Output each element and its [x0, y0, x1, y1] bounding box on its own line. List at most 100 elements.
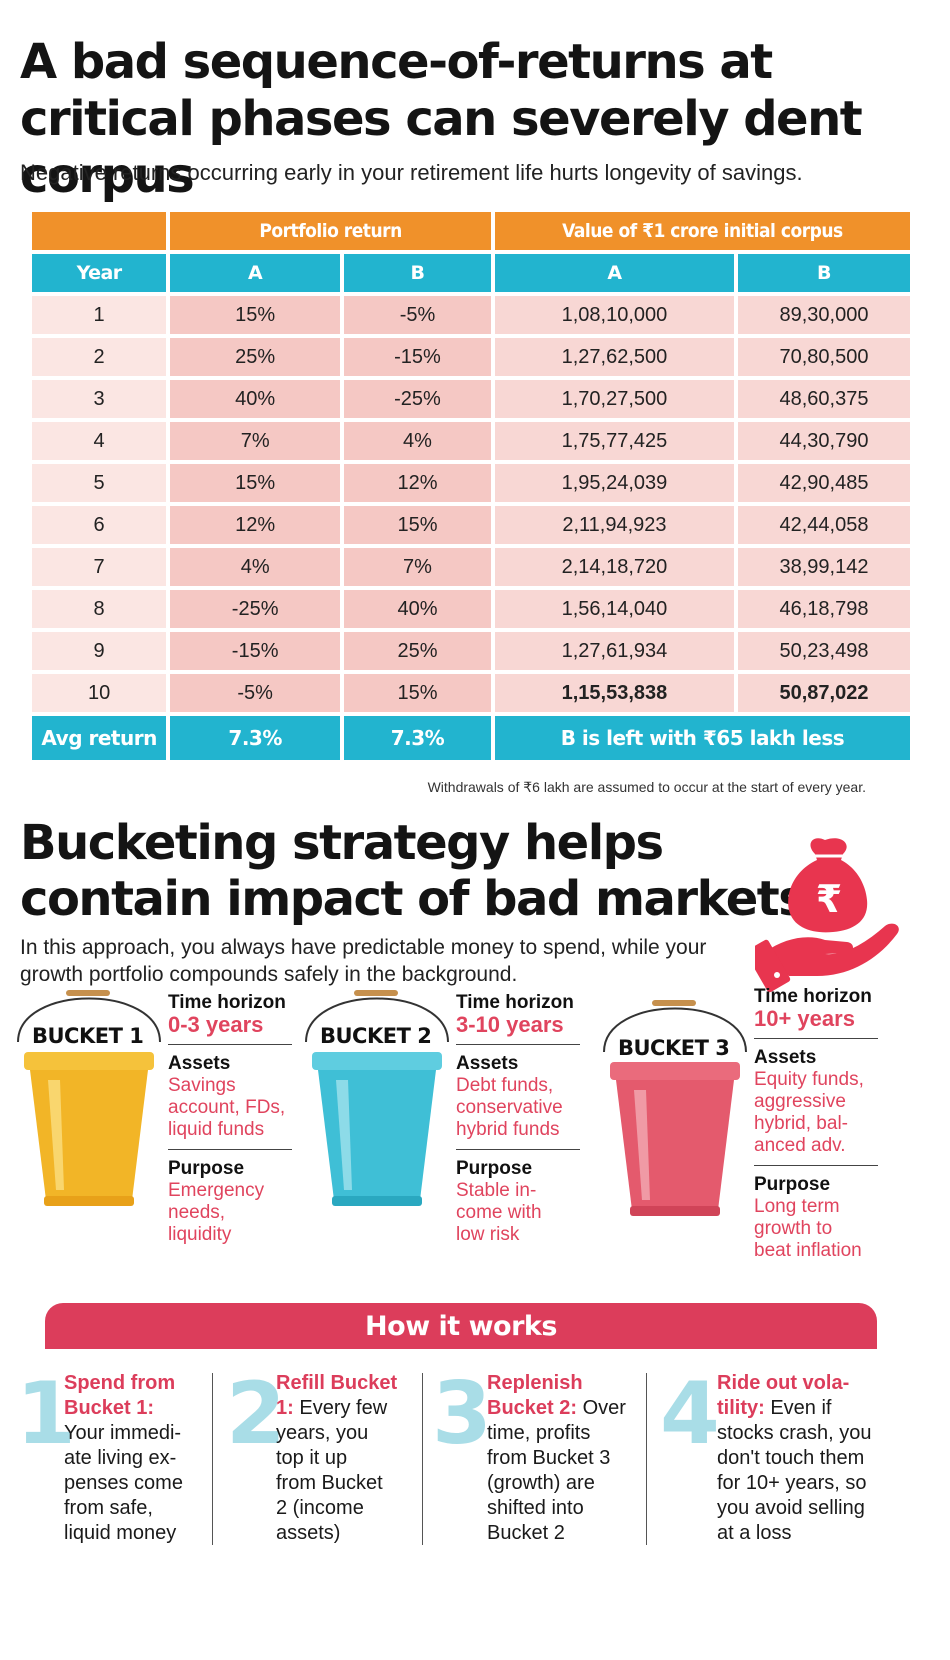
return-b-cell: 7% — [344, 548, 491, 586]
return-a-cell: 12% — [170, 506, 341, 544]
table-row: 7 4% 7% 2,14,18,720 38,99,142 — [32, 548, 910, 586]
value-a-cell: 2,11,94,923 — [494, 506, 734, 544]
bucket-2-assets-line: Debt funds, — [456, 1075, 554, 1096]
return-b-cell: -25% — [344, 380, 491, 418]
value-b-cell: 42,44,058 — [737, 506, 910, 544]
portfolio-return-header: Portfolio return — [170, 212, 491, 250]
bucket-2-assets-line: hybrid funds — [456, 1119, 560, 1140]
step-body-line: liquid money — [64, 1522, 177, 1544]
year-cell: 3 — [32, 380, 167, 418]
avg-return-b: 7.3% — [344, 716, 491, 760]
bucket-1-assets-line: account, FDs, — [168, 1097, 286, 1118]
value-b-cell: 38,99,142 — [737, 548, 910, 586]
return-a-cell: -25% — [170, 590, 341, 628]
step-number: 1 — [16, 1364, 76, 1464]
table-row: 6 12% 15% 2,11,94,923 42,44,058 — [32, 506, 910, 544]
step-lead-line: Replenish — [487, 1372, 583, 1394]
bucket-3-assets-line: Equity funds, — [754, 1069, 864, 1090]
step-lead-tail: Over — [577, 1397, 626, 1419]
bucket-2-assets-line: conservative — [456, 1097, 563, 1118]
value-b-cell: 50,87,022 — [737, 674, 910, 712]
bucket-3-label: BUCKET 3 — [618, 1036, 730, 1060]
bucket-1-illustration — [17, 990, 161, 1206]
value-b-cell: 46,18,798 — [737, 590, 910, 628]
avg-return-row: Avg return 7.3% 7.3% B is left with ₹65 … — [32, 716, 910, 760]
blank-header-cell — [32, 212, 167, 250]
bucket-2-info: Time horizon 3-10 years Assets Debt fund… — [456, 992, 580, 1246]
step-text: Spend from Bucket 1: Your immedi- ate li… — [64, 1371, 204, 1546]
return-b-cell: 12% — [344, 464, 491, 502]
year-cell: 1 — [32, 296, 167, 334]
bucket-2-purpose-line: Stable in- — [456, 1180, 537, 1201]
value-a-cell: 1,27,61,934 — [494, 632, 734, 670]
bucket-2-horizon: 3-10 years — [456, 1012, 564, 1037]
return-b-cell: 40% — [344, 590, 491, 628]
step-lead-tail: Even if — [764, 1397, 832, 1419]
return-b-cell: 25% — [344, 632, 491, 670]
return-b-cell: -15% — [344, 338, 491, 376]
step-body-line: (growth) are — [487, 1472, 595, 1494]
table-row: 4 7% 4% 1,75,77,425 44,30,790 — [32, 422, 910, 460]
step-lead-line: Refill Bucket — [276, 1372, 398, 1394]
step-divider — [212, 1373, 213, 1545]
step-body-line: Your immedi- — [64, 1422, 182, 1444]
year-cell: 7 — [32, 548, 167, 586]
return-a-cell: 15% — [170, 464, 341, 502]
value-b-cell: 42,90,485 — [737, 464, 910, 502]
value-b-cell: 50,23,498 — [737, 632, 910, 670]
step-body-line: from Bucket — [276, 1472, 383, 1494]
assets-heading: Assets — [456, 1053, 519, 1074]
how-it-works-banner: How it works — [45, 1303, 877, 1349]
step-lead-line: Ride out vola- — [717, 1372, 850, 1394]
bucket-1-label: BUCKET 1 — [32, 1024, 144, 1048]
bucket-1-assets-line: Savings — [168, 1075, 236, 1096]
return-a-cell: -15% — [170, 632, 341, 670]
avg-return-label: Avg return — [32, 716, 167, 760]
step-divider — [422, 1373, 423, 1545]
step-body-line: you avoid selling — [717, 1497, 865, 1519]
bucket-1-assets-line: liquid funds — [168, 1119, 265, 1140]
step-lead-line: Bucket 1: — [64, 1397, 155, 1419]
step-divider — [646, 1373, 647, 1545]
bucket-3-horizon: 10+ years — [754, 1006, 855, 1031]
step-text: Replenish Bucket 2: Over time, profits f… — [487, 1371, 657, 1546]
value-a-cell: 1,56,14,040 — [494, 590, 734, 628]
column-header-row: Year A B A B — [32, 254, 910, 292]
purpose-heading: Purpose — [754, 1174, 831, 1195]
time-horizon-heading: Time horizon — [168, 992, 286, 1013]
page-title: A bad sequence-of-returns at critical ph… — [20, 34, 863, 204]
return-b-cell: -5% — [344, 296, 491, 334]
step-body-line: ate living ex- — [64, 1447, 177, 1469]
year-cell: 4 — [32, 422, 167, 460]
bucket-3-illustration — [603, 1000, 747, 1216]
step-body-line: don't touch them — [717, 1447, 865, 1469]
table-footnote: Withdrawals of ₹6 lakh are assumed to oc… — [427, 779, 866, 795]
bucket-2-purpose-line: low risk — [456, 1224, 520, 1245]
step-body-line: at a loss — [717, 1522, 792, 1544]
year-cell: 6 — [32, 506, 167, 544]
table-row: 5 15% 12% 1,95,24,039 42,90,485 — [32, 464, 910, 502]
value-a-cell: 2,14,18,720 — [494, 548, 734, 586]
purpose-heading: Purpose — [456, 1158, 533, 1179]
table-row: 10 -5% 15% 1,15,53,838 50,87,022 — [32, 674, 910, 712]
step-number: 4 — [660, 1364, 720, 1464]
assets-heading: Assets — [168, 1053, 231, 1074]
group-header-row: Portfolio return Value of ₹1 crore initi… — [32, 212, 910, 250]
step-body-line: shifted into — [487, 1497, 584, 1519]
year-cell: 2 — [32, 338, 167, 376]
step-number: 3 — [432, 1364, 492, 1464]
return-b-cell: 15% — [344, 506, 491, 544]
return-b-cell: 15% — [344, 674, 491, 712]
value-b-cell: 48,60,375 — [737, 380, 910, 418]
step-text: Ride out vola- tility: Even if stocks cr… — [717, 1371, 917, 1546]
return-a-cell: -5% — [170, 674, 341, 712]
section-title: Bucketing strategy helps contain impact … — [20, 815, 807, 927]
value-a-cell: 1,95,24,039 — [494, 464, 734, 502]
time-horizon-heading: Time horizon — [456, 992, 574, 1013]
step-body-line: 2 (income — [276, 1497, 364, 1519]
bucket-2-purpose-line: come with — [456, 1202, 542, 1223]
bucket-2-illustration — [305, 990, 449, 1206]
bucket-1-purpose-line: Emergency — [168, 1180, 265, 1201]
table-row: 8 -25% 40% 1,56,14,040 46,18,798 — [32, 590, 910, 628]
step-body-line: time, profits — [487, 1422, 591, 1444]
